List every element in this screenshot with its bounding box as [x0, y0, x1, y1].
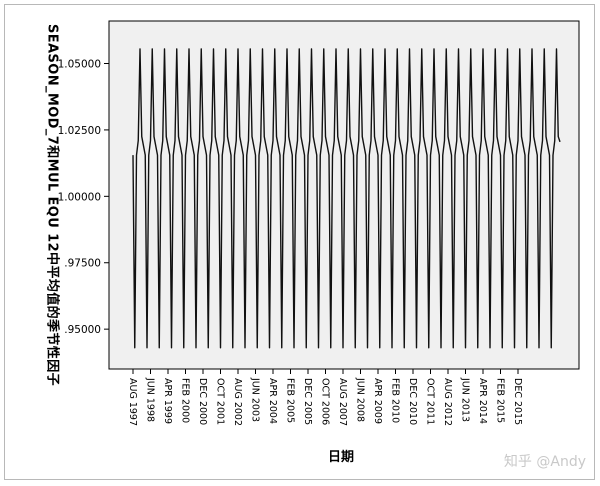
x-tick-label: DEC 2010 — [407, 378, 418, 425]
x-tick-label: FEB 2000 — [180, 378, 191, 423]
x-tick-label: APR 2014 — [477, 378, 488, 424]
x-tick-label: JUN 1998 — [145, 377, 156, 422]
x-tick-label: OCT 2011 — [425, 378, 436, 425]
x-tick-label: APR 1999 — [162, 378, 173, 424]
x-tick-label: DEC 2015 — [512, 378, 523, 425]
y-tick-label: 1.05000 — [58, 59, 101, 71]
y-tick-label: 1.00000 — [58, 191, 101, 203]
series-layer — [132, 48, 561, 349]
x-tick-label: FEB 2015 — [495, 378, 506, 423]
y-axis: .95000 .97500 1.00000 1.02500 1.05000 — [58, 59, 109, 336]
x-tick-label: AUG 1997 — [127, 378, 138, 426]
x-axis: AUG 1997 JUN 1998 APR 1999 FEB 2000 DEC 2000… — [127, 369, 523, 426]
y-tick-label: .97500 — [64, 258, 101, 270]
x-axis-label: 日期 — [327, 450, 355, 465]
x-tick-label: DEC 2000 — [197, 378, 208, 425]
x-tick-label: AUG 2002 — [232, 378, 243, 426]
x-tick-label: FEB 2005 — [285, 378, 296, 423]
y-tick-label: 1.02500 — [58, 125, 101, 137]
x-tick-label: OCT 2001 — [215, 378, 226, 425]
x-tick-label: JUN 2013 — [460, 377, 471, 422]
x-tick-label: JUN 2003 — [250, 377, 261, 422]
x-tick-label: AUG 2012 — [442, 378, 453, 426]
x-tick-label: AUG 2007 — [337, 378, 348, 426]
x-tick-label: OCT 2006 — [320, 378, 331, 425]
series-line — [132, 48, 561, 349]
x-tick-label: DEC 2005 — [302, 378, 313, 425]
y-tick-label: .95000 — [64, 324, 101, 336]
x-tick-label: APR 2004 — [267, 378, 278, 424]
watermark: 知乎 @Andy — [503, 454, 586, 470]
x-tick-label: FEB 2010 — [390, 378, 401, 423]
x-tick-label: APR 2009 — [372, 378, 383, 424]
x-tick-label: JUN 2008 — [355, 377, 366, 422]
y-axis-label: SEASON_MOD_7和MUL EQU 12中平均值的季节性因子 — [44, 23, 60, 387]
